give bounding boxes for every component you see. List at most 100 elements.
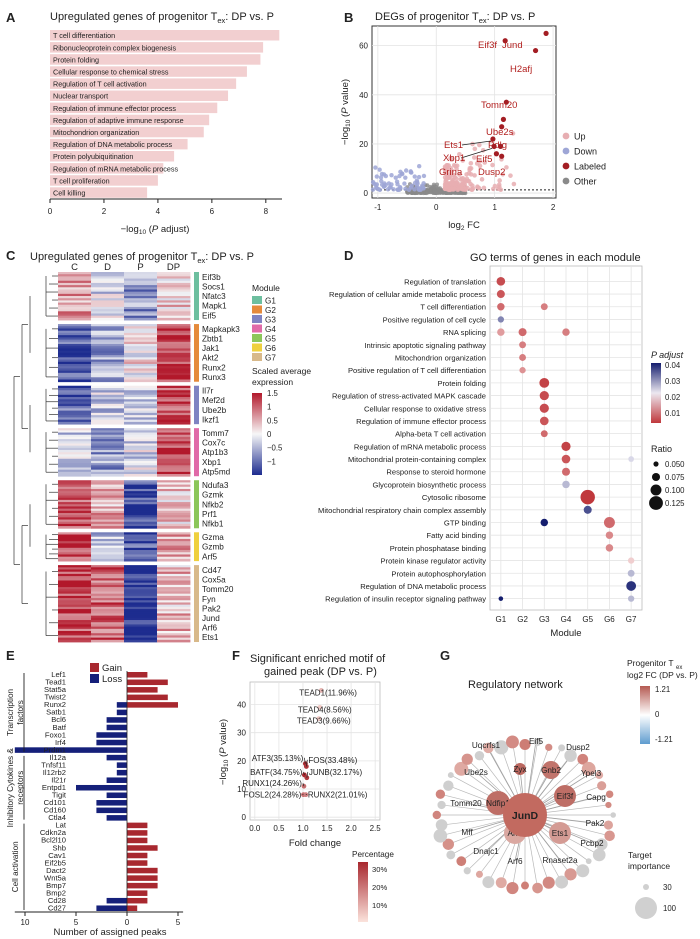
go-term-17: Cytosolic ribosome [422, 493, 486, 502]
heat-cell [124, 617, 158, 621]
heat-cell [58, 517, 92, 520]
heat-cell [58, 368, 92, 372]
panel-label-c: C [6, 248, 16, 263]
f-ytick-0: 0 [242, 813, 247, 822]
heat-cell [157, 363, 191, 367]
heat-cell [157, 631, 191, 634]
heat-cell [91, 639, 125, 643]
heat-cell [58, 302, 92, 306]
target-label-Tomm20: Tomm20 [450, 799, 482, 808]
heat-cell [124, 471, 158, 475]
heat-cell [157, 417, 191, 421]
gene-name-Il7r: Il7r [202, 387, 214, 396]
heat-cell [91, 543, 125, 546]
panel-b-x-label: log2 FC [448, 220, 480, 232]
heat-cell [91, 317, 125, 321]
gene-name-Ndufa3: Ndufa3 [202, 481, 229, 490]
gene-label-Grina: Grina [439, 167, 463, 178]
heat-cell [157, 430, 191, 433]
panel-a-title: Upregulated genes of progenitor Tex: DP … [50, 11, 274, 25]
heat-cell [91, 375, 125, 378]
heat-cell [91, 569, 125, 573]
a-tick-label-4: 8 [264, 207, 269, 216]
heat-cell [157, 517, 191, 520]
point-up [477, 142, 482, 148]
outer-node-25 [482, 876, 495, 889]
point-labeled-Grina [493, 151, 500, 157]
point-down [374, 182, 380, 187]
heat-cell [157, 595, 191, 599]
heat-cell [124, 285, 158, 288]
gene-name-Nfatc3: Nfatc3 [202, 292, 226, 301]
heat-cell [157, 357, 191, 360]
module-legend-swatch-G7 [252, 353, 262, 361]
heat-cell [124, 399, 158, 402]
heat-cell [91, 278, 125, 282]
heat-cell [124, 558, 158, 562]
e-legend-swatch-loss [90, 674, 99, 683]
heat-cell [58, 298, 92, 301]
heat-cell [124, 421, 158, 425]
go-dot-10 [519, 367, 526, 374]
d-module-tick-G6: G6 [604, 615, 615, 624]
go-term-20: Fatty acid binding [426, 531, 486, 540]
outer-node-38 [454, 761, 469, 776]
heat-cell [91, 576, 125, 579]
heat-cell [91, 465, 125, 468]
point-down [391, 187, 396, 192]
target-label-Eif5: Eif5 [529, 737, 544, 746]
gene-name-Mapk1: Mapk1 [202, 302, 227, 311]
point-down [416, 163, 422, 169]
heat-cell [91, 359, 125, 363]
bar-0 [50, 30, 280, 41]
heat-cell [58, 474, 92, 477]
point-down [379, 171, 385, 177]
heat-cell [58, 335, 92, 338]
go-dot-12 [539, 390, 549, 401]
gene-name-Cd47: Cd47 [202, 566, 222, 575]
heat-cell [58, 508, 92, 512]
legend-label-up: Up [574, 132, 586, 142]
heat-cell [58, 480, 92, 483]
heat-cell [58, 576, 92, 579]
heat-cell [91, 521, 125, 525]
heat-cell [58, 467, 92, 471]
heat-cell [124, 361, 158, 365]
heat-cell [124, 626, 158, 630]
outer-node-17 [576, 864, 590, 878]
heat-cell [58, 300, 92, 303]
heat-cell [124, 304, 158, 308]
heat-cell [124, 569, 158, 573]
heat-cell [58, 582, 92, 586]
e-row-Cdkn2a: Cdkn2a [40, 828, 67, 837]
heat-cell [157, 519, 191, 523]
heat-cell [58, 536, 92, 540]
heat-cell [91, 361, 125, 365]
panel-b-volcano-plot: DEGs of progenitor Tex: DP vs. P -1 0 1 202… [340, 11, 606, 232]
bar-label-8: Mitochondrion organization [53, 128, 139, 137]
heat-cell [91, 606, 125, 610]
heat-cell [91, 491, 125, 494]
go-dot-8 [519, 341, 527, 349]
point-down [393, 175, 398, 180]
go-term-13: Regulation of mRNA metabolic process [354, 442, 486, 451]
heat-cell [157, 622, 191, 625]
bar-label-9: Regulation of DNA metabolic process [53, 140, 172, 149]
heat-cell [91, 622, 125, 625]
heat-cell [157, 600, 191, 603]
outer-node-19 [555, 875, 569, 889]
heat-cell [91, 410, 125, 414]
heat-cell [91, 633, 125, 636]
heat-cell [58, 515, 92, 518]
heat-cell [124, 591, 158, 595]
heat-cell [58, 317, 92, 321]
heat-cell [157, 280, 191, 284]
point-down [416, 174, 422, 180]
heat-cell [157, 436, 191, 440]
point-up [443, 181, 449, 187]
heat-cell [58, 463, 92, 466]
heat-cell [157, 272, 191, 275]
module-legend-label-G3: G3 [265, 315, 276, 324]
panel-b-y-label: −log10 (P value) [340, 79, 352, 145]
heat-cell [124, 309, 158, 312]
